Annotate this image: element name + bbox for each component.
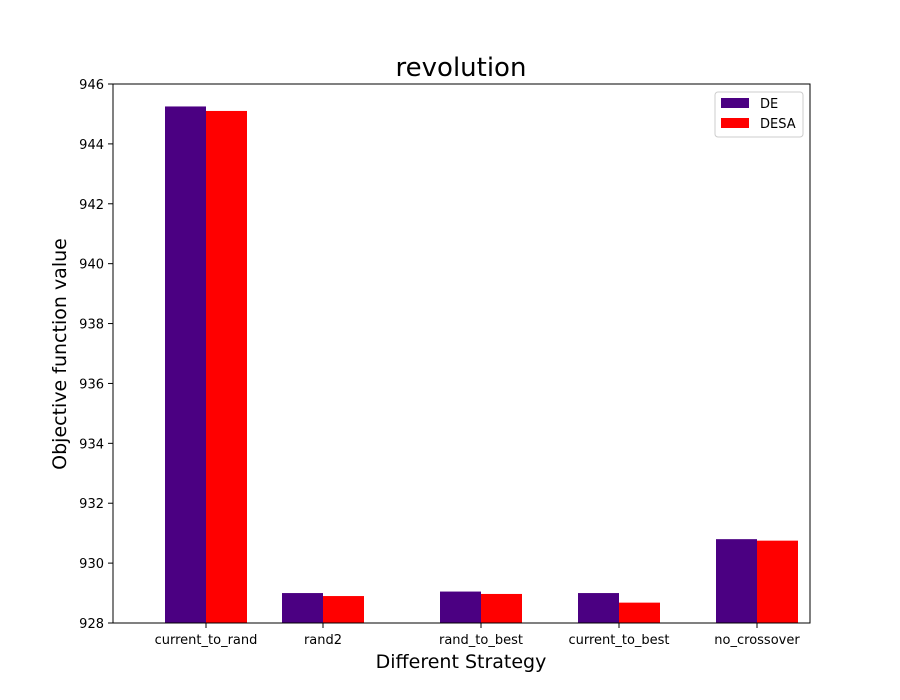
bar-de-current-to-rand [165, 106, 206, 624]
bar-desa-current-to-best [619, 602, 660, 623]
y-tick-label: 944 [79, 138, 104, 153]
bar-desa-no-crossover [757, 540, 798, 623]
legend-label-de: DE [760, 97, 778, 112]
x-tick-label: rand2 [304, 633, 342, 648]
x-tick-label: current_to_best [568, 633, 669, 648]
y-tick-label: 938 [79, 318, 104, 333]
x-axis-label: Different Strategy [376, 651, 547, 673]
x-tick-label: no_crossover [714, 633, 800, 648]
bar-desa-rand-to-best [481, 593, 522, 623]
bars-group [165, 106, 798, 624]
legend: DE DESA [714, 91, 804, 138]
chart-title: revolution [396, 53, 527, 83]
bar-desa-current-to-rand [206, 110, 247, 623]
legend-swatch-desa [721, 118, 749, 128]
y-tick-label: 928 [79, 617, 104, 632]
y-axis: 928 930 932 934 936 938 940 942 944 946 [79, 78, 113, 632]
x-tick-label: rand_to_best [439, 633, 523, 648]
bar-de-no-crossover [716, 539, 757, 623]
y-tick-label: 946 [79, 78, 104, 93]
bar-de-rand2 [282, 593, 323, 623]
plot-area-frame [112, 83, 811, 624]
y-tick-label: 936 [79, 377, 104, 392]
y-tick-label: 932 [79, 497, 104, 512]
legend-swatch-de [721, 98, 749, 108]
bar-de-current-to-best [578, 593, 619, 623]
legend-label-desa: DESA [760, 117, 796, 132]
y-tick-label: 930 [79, 557, 104, 572]
bar-de-rand-to-best [440, 591, 481, 623]
bar-desa-rand2 [323, 596, 364, 623]
y-axis-label: Objective function value [49, 238, 71, 470]
x-tick-label: current_to_rand [155, 633, 258, 648]
y-tick-label: 934 [79, 437, 104, 452]
x-axis: current_to_rand rand2 rand_to_best current_… [155, 623, 800, 648]
y-tick-label: 942 [79, 198, 104, 213]
y-tick-label: 940 [79, 258, 104, 273]
